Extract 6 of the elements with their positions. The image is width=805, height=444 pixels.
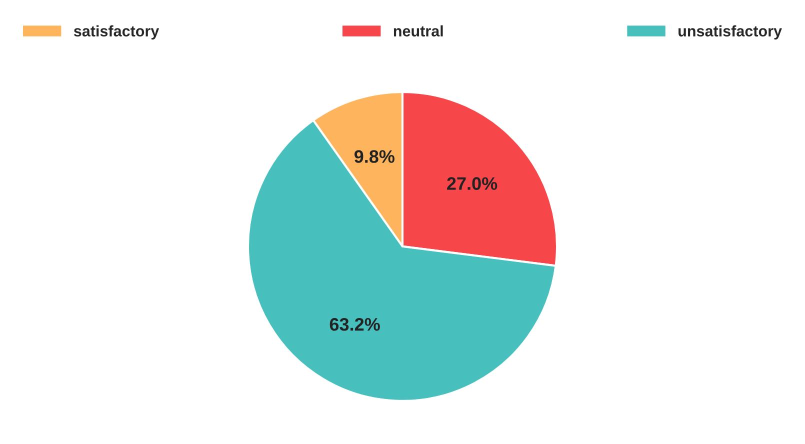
legend-label: unsatisfactory [678, 25, 782, 40]
data-label: 9.8% [354, 150, 395, 163]
data-label: 27.0% [447, 177, 498, 190]
legend-label: satisfactory [74, 25, 160, 40]
data-label: 63.2% [330, 318, 380, 331]
legend-label: neutral [394, 25, 443, 37]
